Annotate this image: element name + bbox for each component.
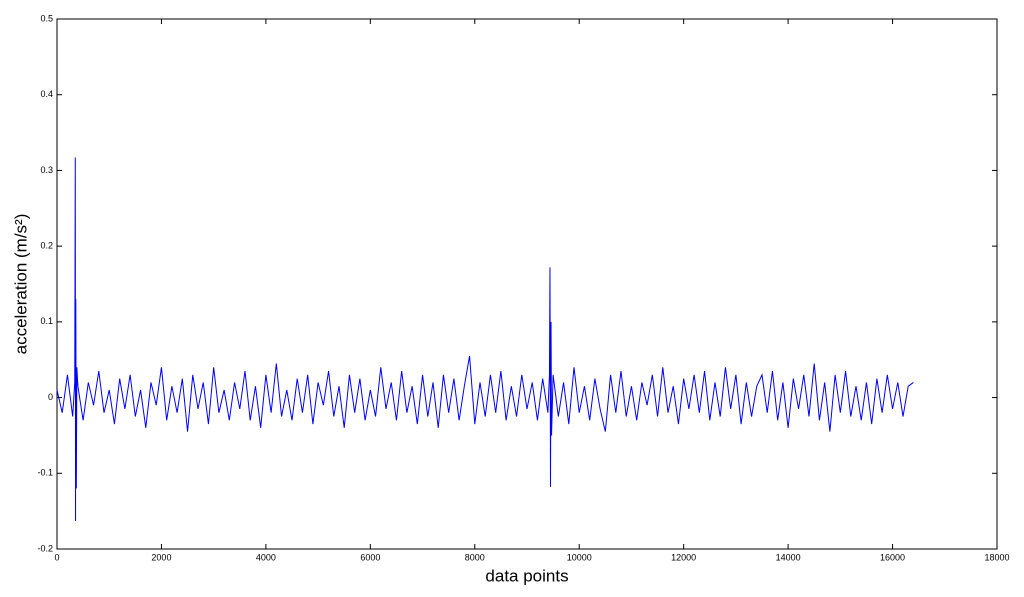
y-tick-label: 0.4 — [40, 89, 53, 99]
y-tick-label: -0.1 — [37, 468, 53, 478]
x-tick-label: 14000 — [776, 552, 801, 562]
x-axis-label: data points — [485, 566, 568, 585]
x-tick-label: 10000 — [567, 552, 592, 562]
plot-frame — [56, 18, 998, 550]
data-line — [56, 157, 914, 521]
x-tick-label: 8000 — [465, 552, 485, 562]
y-tick-label: 0.1 — [40, 316, 53, 326]
x-tick-label: 6000 — [360, 552, 380, 562]
y-tick-label: -0.2 — [37, 543, 53, 553]
x-tick-label: 4000 — [256, 552, 276, 562]
x-tick-label: 12000 — [671, 552, 696, 562]
x-tick-label: 2000 — [151, 552, 171, 562]
x-tick-label: 18000 — [984, 552, 1009, 562]
y-tick-label: 0.5 — [40, 13, 53, 23]
y-tick-label: 0.2 — [40, 241, 53, 251]
x-tick-label: 16000 — [880, 552, 905, 562]
y-tick-label: 0 — [48, 392, 53, 402]
x-tick-label: 0 — [54, 552, 59, 562]
y-axis-label: acceleration (m/s²) — [11, 214, 30, 355]
y-tick-label: 0.3 — [40, 165, 53, 175]
